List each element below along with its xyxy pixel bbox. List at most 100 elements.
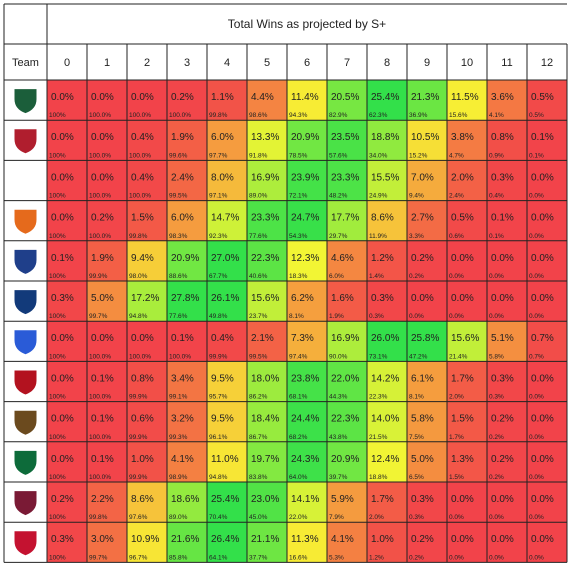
win-probability: 14.0% [371, 414, 399, 425]
win-probability: 0.2% [491, 454, 514, 465]
win-probability: 0.3% [51, 293, 74, 304]
win-probability: 0.3% [371, 293, 394, 304]
heat-cell [327, 482, 367, 523]
cumulative-probability: 100% [49, 152, 66, 159]
cumulative-probability: 100% [49, 193, 66, 200]
heat-cell [287, 120, 327, 161]
heat-cell [287, 80, 327, 121]
cumulative-probability: 100.0% [129, 353, 151, 360]
win-probability: 0.1% [171, 333, 194, 344]
heat-cell [447, 160, 487, 201]
heat-cell [247, 240, 287, 281]
cumulative-probability: 0.0% [529, 193, 544, 200]
cumulative-probability: 0.0% [489, 273, 504, 280]
heat-cell [527, 361, 567, 402]
cumulative-probability: 100% [49, 394, 66, 401]
win-probability: 2.1% [251, 333, 274, 344]
heat-cell [367, 160, 407, 201]
cumulative-probability: 88.6% [169, 273, 188, 280]
win-probability: 1.5% [451, 414, 474, 425]
win-probability: 20.9% [331, 454, 359, 465]
win-probability: 6.2% [291, 293, 314, 304]
heat-cell [47, 441, 87, 482]
win-probability: 0.6% [131, 414, 154, 425]
cumulative-probability: 2.0% [369, 514, 384, 521]
cumulative-probability: 6.0% [329, 273, 344, 280]
heat-cell [207, 482, 247, 523]
win-probability: 23.9% [291, 172, 319, 183]
win-probability: 5.1% [491, 333, 514, 344]
heat-cell [127, 240, 167, 281]
win-probability: 15.6% [251, 293, 279, 304]
win-probability: 1.7% [371, 494, 394, 505]
cumulative-probability: 100.0% [89, 193, 111, 200]
win-probability: 1.2% [371, 253, 394, 264]
win-probability: 0.2% [411, 534, 434, 545]
cumulative-probability: 99.8% [89, 514, 108, 521]
heat-cell [367, 361, 407, 402]
miami-oh-logo [14, 129, 37, 154]
heat-cell [527, 80, 567, 121]
win-count-header-1: 1 [104, 57, 110, 69]
cumulative-probability: 99.5% [169, 193, 188, 200]
win-probability: 0.7% [531, 333, 554, 344]
cumulative-probability: 100% [49, 554, 66, 561]
win-count-header-12: 12 [541, 57, 553, 69]
heat-cell [127, 321, 167, 362]
heat-cell [47, 321, 87, 362]
win-probability: 0.0% [51, 132, 74, 143]
cumulative-probability: 1.4% [369, 273, 384, 280]
heat-cell [287, 160, 327, 201]
win-probability: 0.0% [451, 534, 474, 545]
cumulative-probability: 7.9% [329, 514, 344, 521]
cumulative-probability: 86.7% [249, 434, 268, 441]
cumulative-probability: 100.0% [89, 434, 111, 441]
win-probability: 0.0% [491, 253, 514, 264]
heat-cell [87, 281, 127, 322]
win-probability: 0.0% [531, 534, 554, 545]
heat-cell [47, 80, 87, 121]
win-probability: 0.0% [51, 213, 74, 224]
win-probability: 0.1% [91, 373, 114, 384]
heat-cell [527, 522, 567, 563]
cumulative-probability: 99.9% [209, 353, 228, 360]
win-probability: 11.5% [451, 92, 479, 103]
heat-cell [447, 441, 487, 482]
cumulative-probability: 0.4% [489, 193, 504, 200]
win-probability: 0.3% [411, 494, 434, 505]
cumulative-probability: 39.7% [329, 474, 348, 481]
win-probability: 12.3% [291, 253, 319, 264]
northern-illinois-logo-shape [14, 370, 37, 395]
win-probability: 1.3% [451, 454, 474, 465]
heat-cell [327, 240, 367, 281]
cumulative-probability: 8.1% [289, 313, 304, 320]
heat-cell [527, 160, 567, 201]
win-probability: 0.3% [491, 172, 514, 183]
win-probability: 0.0% [531, 213, 554, 224]
heat-cell [447, 321, 487, 362]
cumulative-probability: 0.2% [489, 474, 504, 481]
win-probability: 5.8% [411, 414, 434, 425]
cumulative-probability: 92.3% [209, 233, 228, 240]
cumulative-probability: 72.1% [289, 193, 308, 200]
win-probability: 0.0% [51, 92, 74, 103]
heat-cell [327, 80, 367, 121]
cumulative-probability: 0.6% [449, 233, 464, 240]
heat-cell [87, 80, 127, 121]
win-probability: 2.2% [91, 494, 114, 505]
win-probability: 20.5% [331, 92, 359, 103]
cumulative-probability: 0.0% [529, 474, 544, 481]
cumulative-probability: 100.0% [89, 112, 111, 119]
heat-cell [487, 321, 527, 362]
cumulative-probability: 95.7% [209, 394, 228, 401]
heat-cell [487, 361, 527, 402]
heat-cell [327, 120, 367, 161]
win-count-header-9: 9 [424, 57, 430, 69]
win-probability: 0.3% [51, 534, 74, 545]
heat-cell [247, 321, 287, 362]
heat-cell [127, 441, 167, 482]
heat-cell [207, 120, 247, 161]
heat-cell [367, 321, 407, 362]
win-probability: 27.0% [211, 253, 239, 264]
heat-cell [167, 120, 207, 161]
